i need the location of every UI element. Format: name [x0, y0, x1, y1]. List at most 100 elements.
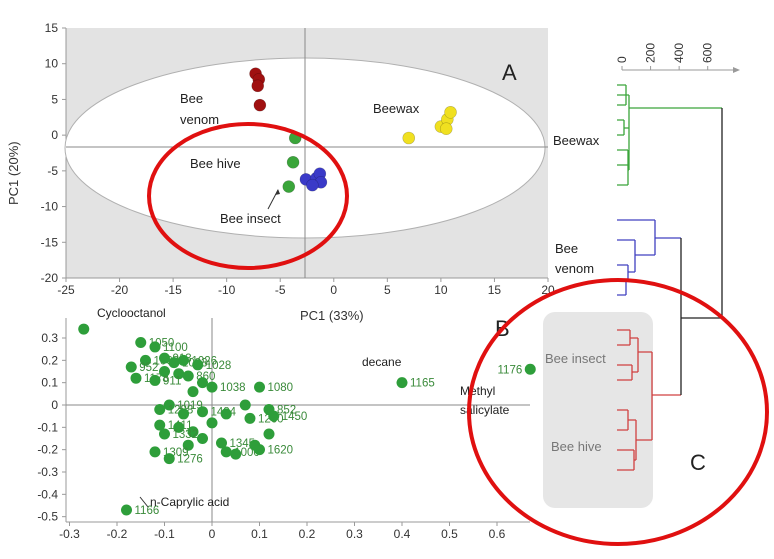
panel-a-y-tick-label: -20 [41, 271, 59, 285]
panel-b-x-tick-label: 0 [209, 527, 216, 541]
loading-point [197, 406, 208, 418]
loading-point-label: 1028 [206, 360, 232, 372]
dendrogram-leaf-bee-hive: Bee hive [551, 439, 602, 454]
panel-a-y-tick-label: 10 [45, 57, 59, 71]
dendrogram-tick-label: 400 [672, 43, 686, 63]
loading-point-label: 1166 [135, 505, 160, 517]
loading-point [239, 399, 251, 411]
dendrogram-tick-label: 600 [701, 43, 715, 63]
loading-point [173, 421, 185, 433]
panel-a-x-tick-label: -20 [111, 283, 129, 297]
panel-b-ticks: -0.3 -0.2 -0.1 0 0.1 0.2 0.3 0.4 0.5 0.6 0.3 0.2 0.1… [37, 331, 505, 541]
panel-a-x-tick-label: 10 [434, 283, 448, 297]
panel-a-x-tick-label: -25 [57, 283, 75, 297]
panel-a-x-tick-label: -15 [164, 283, 182, 297]
panel-a-points [249, 67, 457, 193]
score-point-bee-hive [282, 180, 296, 193]
loading-point [220, 408, 232, 420]
score-point-beewax [402, 131, 416, 145]
loading-point-label: 852 [277, 404, 296, 416]
panel-letter-a: A [502, 60, 517, 85]
insect-hive-branches [617, 329, 681, 471]
loading-point [173, 368, 185, 380]
loading-point [178, 408, 189, 420]
loading-point-label: 1332 [173, 429, 199, 441]
panel-b-loading-plot: -0.3 -0.2 -0.1 0 0.1 0.2 0.3 0.4 0.5 0.6 0.3 0.2 0.1… [37, 306, 536, 541]
panel-a-score-plot: -25 -20 -15 -10 -5 0 5 10 15 20151050-5-10-15-20 … [6, 21, 555, 323]
loading-point [197, 433, 208, 444]
loading-point [192, 359, 204, 371]
dendrogram-tick-label: 0 [615, 56, 629, 63]
loading-point [524, 363, 536, 375]
dendrogram-root [680, 108, 723, 395]
loading-point [163, 399, 175, 411]
dendrogram-beewax-cluster [617, 84, 722, 186]
panel-letter-c: C [690, 450, 706, 475]
panel-a-y-axis-title: PC1 (20%) [6, 141, 21, 205]
loading-point [263, 428, 275, 440]
beewax-branches-lower [617, 128, 630, 186]
panel-a-x-tick-label: -5 [275, 283, 286, 297]
loading-point-label: 952 [139, 362, 158, 374]
loading-point [159, 352, 170, 364]
loading-point [78, 323, 90, 335]
loading-point [182, 370, 194, 382]
venom-branches-lower [617, 280, 627, 296]
panel-b-x-tick-label: -0.3 [59, 527, 80, 541]
panel-b-y-tick-label: -0.5 [37, 510, 58, 524]
panel-b-y-tick-label: 0 [51, 398, 58, 412]
loading-point [230, 448, 242, 460]
panel-a-x-tick-label: -10 [218, 283, 236, 297]
dendrogram-leaf-bee-insect: Bee insect [545, 351, 606, 366]
loading-point [254, 381, 265, 393]
loading-point-label: 1080 [268, 382, 294, 394]
label-bee-venom-line1: Bee [180, 91, 203, 106]
score-point-bee-hive [286, 155, 300, 169]
panel-a-y-tick-label: 0 [51, 128, 58, 142]
loading-point [206, 417, 218, 429]
panel-b-x-tick-label: -0.2 [107, 527, 128, 541]
loading-point-label: 1276 [177, 454, 203, 466]
score-point-bee-insect [306, 178, 319, 192]
loading-point [135, 336, 147, 348]
loading-point [178, 354, 189, 366]
loading-point [149, 446, 161, 458]
panel-b-y-tick-label: 0.1 [41, 376, 58, 390]
panel-a-y-tick-label: -5 [47, 164, 58, 178]
loading-point [187, 386, 199, 398]
panel-a-x-tick-label: 5 [384, 283, 391, 297]
loading-point [159, 428, 170, 440]
loading-point-label: 1450 [282, 411, 308, 423]
loading-point [216, 437, 227, 449]
panel-b-y-tick-label: -0.1 [37, 420, 58, 434]
root-branches [680, 108, 723, 395]
loading-point-label: 1100 [163, 342, 188, 354]
caprylic-pointer-arrow [139, 496, 149, 508]
loading-point [187, 426, 199, 438]
loading-point [168, 357, 180, 369]
panel-a-y-tick-label: -10 [41, 200, 59, 214]
loading-point-label: 1620 [268, 445, 294, 457]
loading-point [149, 374, 161, 386]
highlight-circle-bee-hive-insect [147, 122, 349, 270]
loading-point [121, 504, 132, 516]
loading-point-label: 911 [163, 375, 181, 387]
panel-b-x-tick-label: -0.1 [154, 527, 175, 541]
highlight-circle-dendrogram [467, 278, 769, 546]
dendrogram-axis-arrow [733, 67, 740, 73]
loading-point [130, 372, 142, 384]
loading-point [254, 444, 265, 456]
dendrogram-leaf-bee-venom-line1: Bee [555, 241, 578, 256]
beewax-branches [617, 84, 722, 136]
panel-b-x-tick-label: 0.3 [346, 527, 363, 541]
panel-c-highlight-box [543, 312, 653, 508]
label-bee-venom-line2: venom [180, 112, 219, 127]
label-bee-hive: Bee hive [190, 156, 241, 171]
panel-b-x-tick-label: 0.6 [489, 527, 506, 541]
loading-point [140, 354, 151, 366]
label-bee-insect: Bee insect [220, 211, 281, 226]
panel-a-y-tick-label: -15 [41, 235, 59, 249]
score-point-beewax [444, 105, 457, 119]
panel-b-points: 1050110010689521178913108310261028911860… [78, 323, 536, 517]
